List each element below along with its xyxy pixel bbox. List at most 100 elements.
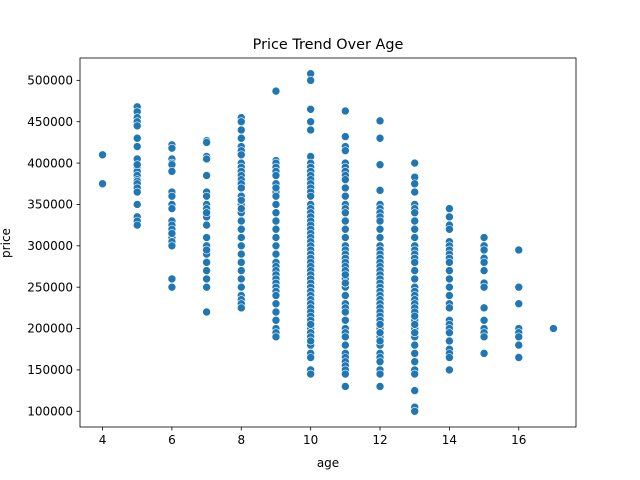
data-point	[341, 315, 350, 325]
data-point	[375, 320, 385, 329]
data-point	[375, 116, 385, 126]
data-point	[271, 200, 281, 209]
data-point	[306, 320, 315, 329]
data-point	[271, 224, 281, 234]
data-point	[236, 216, 246, 226]
data-point	[479, 245, 489, 255]
data-point	[167, 167, 177, 176]
x-tick-label: 14	[442, 433, 457, 447]
data-point	[132, 187, 142, 197]
data-point	[306, 191, 315, 201]
data-point	[341, 233, 350, 242]
data-point	[306, 76, 315, 85]
data-point	[306, 105, 315, 114]
data-point	[271, 191, 281, 201]
data-point	[445, 365, 454, 375]
data-point	[410, 208, 420, 218]
data-point	[167, 143, 177, 153]
data-point	[410, 369, 420, 379]
data-point	[341, 340, 350, 350]
data-point	[202, 191, 211, 201]
data-point	[410, 386, 420, 395]
data-point	[479, 315, 489, 325]
data-point	[341, 224, 350, 234]
data-point	[514, 340, 524, 350]
data-point	[98, 150, 107, 160]
y-tick-label: 400000	[27, 156, 73, 170]
data-point	[445, 303, 454, 313]
data-point	[167, 229, 177, 238]
data-point	[479, 303, 489, 313]
data-point	[410, 320, 420, 329]
data-point	[271, 208, 281, 218]
data-point	[202, 266, 211, 275]
x-tick-label: 8	[237, 433, 245, 447]
data-point	[479, 233, 489, 242]
data-point	[202, 233, 211, 242]
data-point	[236, 204, 246, 213]
data-point	[167, 191, 177, 201]
x-tick-label: 4	[99, 433, 107, 447]
data-point	[132, 160, 142, 170]
data-point	[410, 406, 420, 416]
data-point	[167, 282, 177, 292]
y-axis: 100000 150000 200000 250000 300000 350000 4000…	[27, 74, 80, 418]
data-point	[202, 258, 211, 267]
data-point	[479, 282, 489, 292]
data-point	[132, 200, 142, 209]
data-point	[341, 183, 350, 193]
points-layer	[98, 69, 558, 416]
data-point	[514, 332, 524, 342]
data-point	[271, 241, 281, 251]
data-point	[306, 117, 315, 127]
y-tick-label: 150000	[27, 363, 73, 377]
data-point	[202, 220, 211, 230]
data-point	[375, 133, 385, 143]
data-point	[271, 183, 281, 193]
data-point	[479, 258, 489, 267]
data-point	[445, 204, 454, 213]
data-point	[271, 216, 281, 226]
data-point	[410, 224, 420, 234]
data-point	[236, 233, 246, 242]
x-tick-label: 10	[303, 433, 318, 447]
chart-title: Price Trend Over Age	[253, 37, 404, 53]
data-point	[236, 303, 246, 313]
y-tick-label: 500000	[27, 74, 73, 88]
data-point	[375, 224, 385, 234]
data-point	[410, 357, 420, 366]
data-point	[236, 150, 246, 160]
data-point	[202, 138, 211, 147]
y-tick-label: 350000	[27, 198, 73, 212]
data-point	[445, 282, 454, 292]
data-point	[167, 204, 177, 213]
data-point	[410, 187, 420, 197]
y-tick-label: 250000	[27, 280, 73, 294]
data-point	[410, 349, 420, 358]
data-point	[236, 266, 246, 275]
data-point	[445, 353, 454, 362]
data-point	[514, 299, 524, 309]
data-point	[479, 266, 489, 275]
data-point	[410, 158, 420, 168]
data-point	[132, 220, 142, 230]
data-point	[514, 353, 524, 362]
data-point	[375, 216, 385, 226]
y-tick-label: 100000	[27, 404, 73, 418]
data-point	[514, 245, 524, 255]
data-point	[236, 117, 246, 127]
data-point	[410, 274, 420, 284]
data-point	[479, 349, 489, 358]
data-point	[514, 282, 524, 292]
data-point	[341, 278, 350, 288]
data-point	[445, 328, 454, 337]
data-point	[341, 369, 350, 379]
data-point	[236, 224, 246, 234]
data-point	[445, 291, 454, 300]
data-point	[202, 282, 211, 292]
data-point	[341, 332, 350, 342]
data-point	[375, 186, 385, 195]
data-point	[271, 86, 281, 96]
data-point	[271, 171, 281, 180]
data-point	[410, 311, 420, 321]
